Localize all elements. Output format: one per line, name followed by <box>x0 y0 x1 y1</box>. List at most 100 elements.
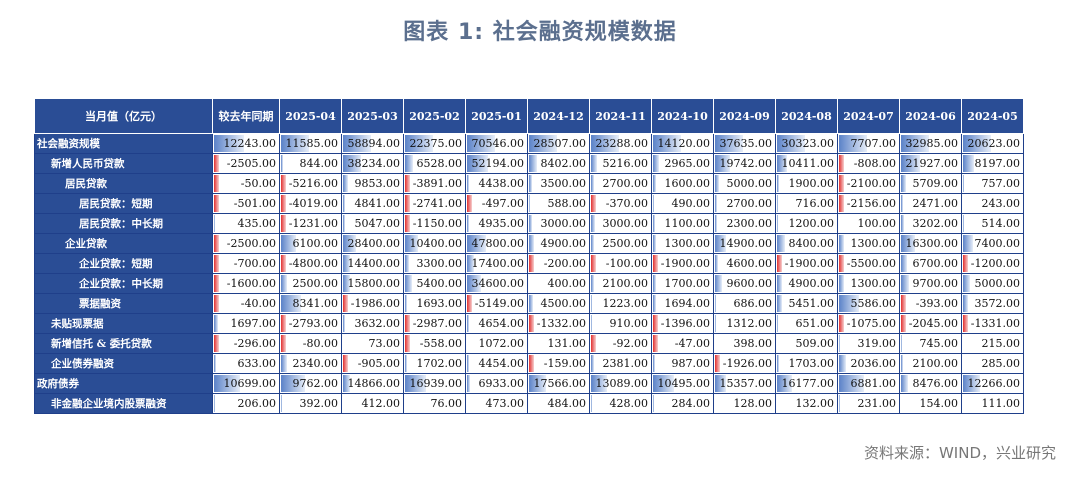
data-bar <box>777 355 779 372</box>
data-cell: -1600.00 <box>212 273 280 294</box>
data-cell: 5400.00 <box>403 273 466 294</box>
data-cell: 3202.00 <box>899 213 962 234</box>
cell-value: 132.00 <box>795 397 835 410</box>
data-bar <box>281 295 301 312</box>
table-row: 新增人民币贷款 -2505.00 844.00 38234.00 6528.00 5219… <box>34 153 1024 174</box>
data-bar <box>591 135 619 152</box>
cell-value: 757.00 <box>981 177 1021 190</box>
data-bar <box>343 235 356 252</box>
cell-value: 5586.00 <box>850 297 897 310</box>
cell-value: 745.00 <box>919 337 959 350</box>
cell-value: 2471.00 <box>912 197 959 210</box>
cell-value: -2793.00 <box>288 317 338 330</box>
table-row: 未贴现票据 1697.00 -2793.00 3632.00 -2987.00 4654.… <box>34 313 1024 334</box>
data-cell: 5709.00 <box>899 173 962 194</box>
cell-value: -905.00 <box>357 357 400 370</box>
col-header: 2025-01 <box>465 98 528 134</box>
cell-value: 14400.00 <box>347 257 401 270</box>
cell-value: 30323.00 <box>781 137 835 150</box>
data-cell: 2700.00 <box>589 173 652 194</box>
cell-value: -1231.00 <box>288 217 338 230</box>
data-cell: 132.00 <box>775 393 838 414</box>
cell-value: 8402.00 <box>540 157 587 170</box>
data-cell: -2793.00 <box>279 313 342 334</box>
cell-value: -370.00 <box>605 197 648 210</box>
data-bar <box>214 195 219 212</box>
data-cell: 70546.00 <box>465 133 528 154</box>
data-cell: -1150.00 <box>403 213 466 234</box>
data-bar <box>405 335 410 352</box>
cell-value: 3202.00 <box>912 217 959 230</box>
cell-value: -1331.00 <box>970 317 1020 330</box>
data-cell: 7707.00 <box>837 133 900 154</box>
data-bar <box>281 315 286 332</box>
data-cell: 20623.00 <box>961 133 1024 154</box>
cell-value: 131.00 <box>547 337 587 350</box>
cell-value: 52194.00 <box>471 157 525 170</box>
data-cell: 11585.00 <box>279 133 342 154</box>
cell-value: 3572.00 <box>974 297 1021 310</box>
cell-value: 633.00 <box>237 357 277 370</box>
cell-value: 9853.00 <box>354 177 401 190</box>
data-bar <box>214 335 219 352</box>
row-label: 企业贷款：短期 <box>34 253 213 274</box>
col-header: 2025-04 <box>279 98 342 134</box>
cell-value: -1926.00 <box>722 357 772 370</box>
data-bar <box>963 315 968 332</box>
data-bar <box>214 135 244 152</box>
data-cell: 745.00 <box>899 333 962 354</box>
cell-value: 428.00 <box>609 397 649 410</box>
data-cell: -47.00 <box>651 333 714 354</box>
data-cell: 392.00 <box>279 393 342 414</box>
cell-value: -100.00 <box>605 257 648 270</box>
data-cell: 1100.00 <box>651 213 714 234</box>
data-cell: -50.00 <box>212 173 280 194</box>
data-bar <box>839 375 864 392</box>
data-bar <box>653 215 655 232</box>
col-header: 2025-02 <box>403 98 466 134</box>
data-bar <box>529 355 534 372</box>
cell-value: 2500.00 <box>602 237 649 250</box>
cell-value: 13089.00 <box>595 377 649 390</box>
cell-value: 398.00 <box>733 337 773 350</box>
data-bar <box>343 375 350 392</box>
cell-value: -497.00 <box>481 197 524 210</box>
data-cell: 1072.00 <box>465 333 528 354</box>
data-cell: 490.00 <box>651 193 714 214</box>
cell-value: 2100.00 <box>912 357 959 370</box>
data-cell: 231.00 <box>837 393 900 414</box>
cell-value: 6933.00 <box>478 377 525 390</box>
data-bar <box>963 155 974 172</box>
cell-value: 4900.00 <box>540 237 587 250</box>
data-cell: 473.00 <box>465 393 528 414</box>
data-cell: -100.00 <box>589 253 652 274</box>
data-bar <box>343 255 350 272</box>
cell-value: -5500.00 <box>846 257 896 270</box>
table-row: 社会融资规模 12243.00 11585.00 58894.00 22375.00 70… <box>34 133 1024 154</box>
data-cell: -1332.00 <box>527 313 590 334</box>
data-bar <box>901 215 904 232</box>
data-cell: -159.00 <box>527 353 590 374</box>
data-bar <box>901 335 902 352</box>
cell-value: 17400.00 <box>471 257 525 270</box>
data-cell: 400.00 <box>527 273 590 294</box>
data-bar <box>839 155 844 172</box>
table-row: 企业贷款 -2500.00 6100.00 28400.00 10400.00 47800… <box>34 233 1024 254</box>
data-bar <box>281 355 287 372</box>
data-bar <box>591 315 592 332</box>
data-cell: 6881.00 <box>837 373 900 394</box>
data-cell: 128.00 <box>713 393 776 414</box>
data-bar <box>591 195 596 212</box>
data-bar <box>214 375 240 392</box>
data-cell: 28400.00 <box>341 233 404 254</box>
data-bar <box>963 215 964 232</box>
cell-value: 473.00 <box>485 397 525 410</box>
data-cell: 3572.00 <box>961 293 1024 314</box>
data-bar <box>529 155 537 172</box>
cell-value: 58894.00 <box>347 137 401 150</box>
col-header: 较去年同期 <box>212 98 280 134</box>
data-bar <box>901 375 908 392</box>
cell-value: 6700.00 <box>912 257 959 270</box>
data-cell: 8476.00 <box>899 373 962 394</box>
data-cell: 4654.00 <box>465 313 528 334</box>
